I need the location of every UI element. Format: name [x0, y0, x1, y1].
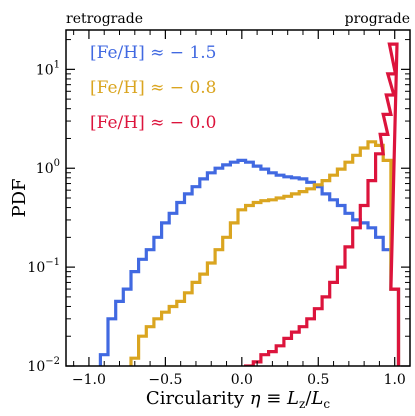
y-tick-label: 10−2 [27, 356, 60, 375]
x-tick-label: −1.0 [72, 372, 106, 388]
series-line-0 [98, 158, 401, 366]
series-line-2 [244, 42, 401, 366]
x-axis-label-eta: η [250, 388, 261, 409]
legend-entry-feh-minus-0-8: [Fe/H] ≈ − 0.8 [90, 78, 216, 98]
plot-data-area [98, 42, 401, 366]
legend-entry-feh-minus-0-0: [Fe/H] ≈ − 0.0 [90, 113, 216, 133]
x-axis-label-slash: / [305, 388, 312, 409]
x-axis-label-equiv: ≡ [261, 388, 288, 409]
annotation-prograde: prograde [345, 11, 410, 27]
x-tick-label: 0.5 [307, 372, 329, 388]
y-axis-label: PDF [9, 178, 30, 217]
x-axis-label-sub-z: z [299, 397, 305, 411]
x-axis-label-prefix: Circularity [146, 388, 250, 409]
y-tick-label: 10−1 [27, 257, 60, 276]
annotation-retrograde: retrograde [66, 11, 143, 27]
series-line-1 [129, 140, 401, 366]
y-tick-label: 101 [36, 59, 60, 78]
x-axis-label-l-denominator: L [310, 388, 323, 409]
x-tick-label: 1.0 [384, 372, 406, 388]
x-tick-label: −0.5 [148, 372, 182, 388]
y-tick-label: 100 [36, 158, 60, 177]
x-axis-label-l-numerator: L [286, 388, 299, 409]
legend: [Fe/H] ≈ − 1.5 [Fe/H] ≈ − 0.8 [Fe/H] ≈ −… [90, 43, 216, 133]
x-axis-label: Circularity η ≡ Lz/Lc [146, 388, 330, 411]
y-axis-ticks: 10−2 10−1 100 101 [27, 39, 410, 375]
x-axis-label-sub-c: c [323, 397, 330, 411]
x-axis-ticks: −1.0 −0.5 0.0 0.5 1.0 [72, 30, 411, 388]
series-layer [98, 42, 401, 366]
x-tick-label: 0.0 [231, 372, 253, 388]
legend-entry-feh-minus-1-5: [Fe/H] ≈ − 1.5 [90, 43, 216, 63]
